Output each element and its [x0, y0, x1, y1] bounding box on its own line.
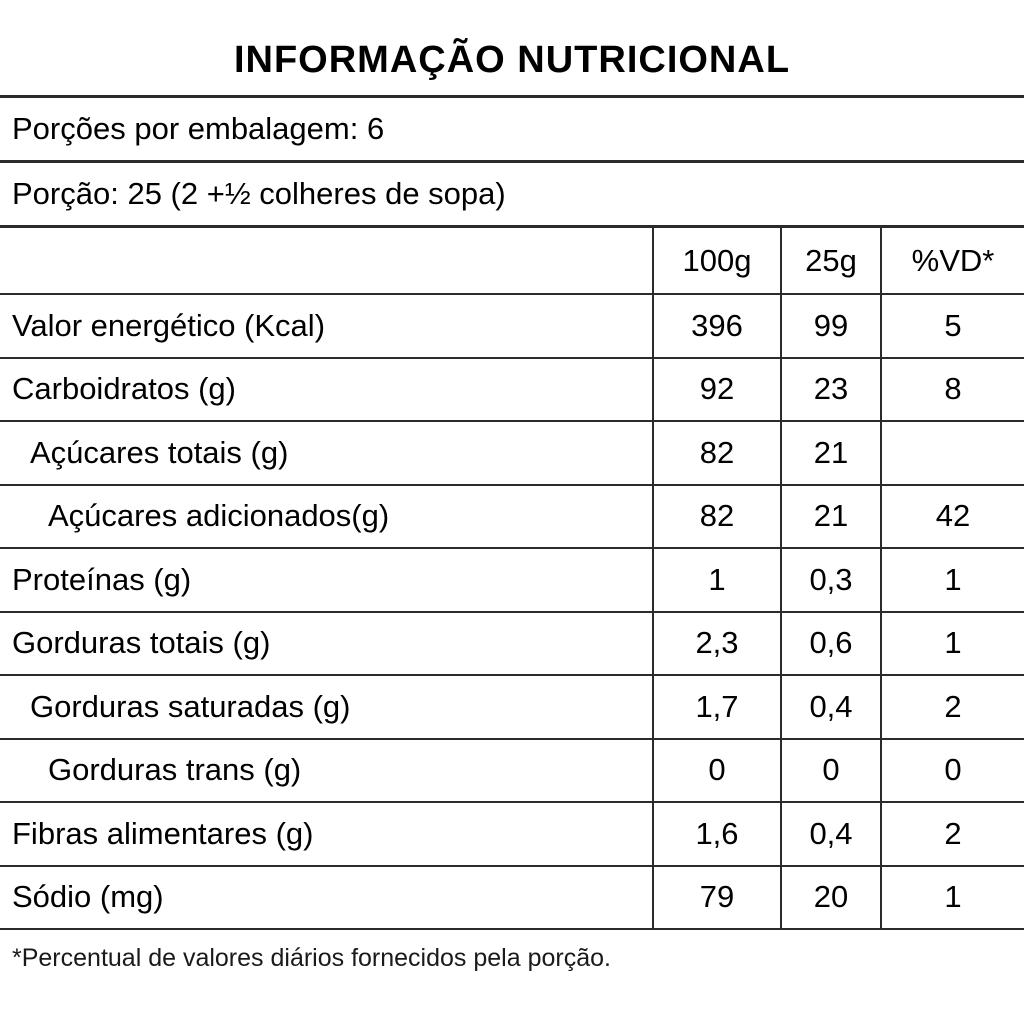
- row-label: Valor energético (Kcal): [12, 307, 326, 343]
- value-100g: 1,7: [652, 676, 780, 738]
- value-25g: 21: [780, 485, 880, 547]
- value-25g: 23: [780, 358, 880, 420]
- value-vd: 2: [880, 676, 1024, 738]
- value-vd: 42: [880, 485, 1024, 547]
- table-row: Açúcares adicionados(g) 82 21 42: [0, 485, 1024, 549]
- value-25g: 0,4: [780, 803, 880, 865]
- table-row: Proteínas (g) 1 0,3 1: [0, 549, 1024, 613]
- row-label: Carboidratos (g): [12, 371, 236, 407]
- header-spacer: [0, 228, 652, 293]
- row-label: Gorduras trans (g): [48, 752, 302, 788]
- page-title: INFORMAÇÃO NUTRICIONAL: [233, 39, 791, 81]
- servings-per-package: Porções por embalagem: 6: [0, 98, 1024, 163]
- value-vd: 1: [880, 866, 1024, 928]
- value-25g: 0,3: [780, 549, 880, 611]
- row-label: Fibras alimentares (g): [12, 815, 314, 851]
- value-100g: 2,3: [652, 612, 780, 674]
- value-100g: 92: [652, 358, 780, 420]
- row-label: Proteínas (g): [12, 561, 192, 597]
- value-vd: 1: [880, 612, 1024, 674]
- value-100g: 82: [652, 422, 780, 484]
- row-label: Açúcares adicionados(g): [48, 498, 390, 534]
- footnote: *Percentual de valores diários fornecido…: [12, 944, 611, 972]
- table-row: Gorduras saturadas (g) 1,7 0,4 2: [0, 676, 1024, 740]
- row-label: Sódio (mg): [12, 879, 164, 915]
- value-25g: 21: [780, 422, 880, 484]
- row-label: Gorduras saturadas (g): [30, 688, 351, 724]
- value-vd: 1: [880, 549, 1024, 611]
- table-row: Açúcares totais (g) 82 21: [0, 422, 1024, 486]
- table-row: Carboidratos (g) 92 23 8: [0, 358, 1024, 422]
- value-vd: 0: [880, 739, 1024, 801]
- portion-size: Porção: 25 (2 +½ colheres de sopa): [0, 163, 1024, 228]
- column-header-25g: 25g: [780, 228, 880, 293]
- value-100g: 396: [652, 295, 780, 357]
- table-header-row: 100g 25g %VD*: [0, 228, 1024, 295]
- value-100g: 0: [652, 739, 780, 801]
- value-vd: [880, 422, 1024, 484]
- value-100g: 1: [652, 549, 780, 611]
- table-row: Gorduras trans (g) 0 0 0: [0, 739, 1024, 803]
- value-vd: 5: [880, 295, 1024, 357]
- title-block: INFORMAÇÃO NUTRICIONAL: [0, 0, 1024, 98]
- value-100g: 1,6: [652, 803, 780, 865]
- table-row: Sódio (mg) 79 20 1: [0, 866, 1024, 930]
- value-25g: 0,6: [780, 612, 880, 674]
- column-header-vd: %VD*: [880, 228, 1024, 293]
- value-25g: 0,4: [780, 676, 880, 738]
- value-vd: 8: [880, 358, 1024, 420]
- table-row: Gorduras totais (g) 2,3 0,6 1: [0, 612, 1024, 676]
- row-label: Açúcares totais (g): [30, 434, 289, 470]
- value-25g: 0: [780, 739, 880, 801]
- value-100g: 82: [652, 485, 780, 547]
- value-25g: 99: [780, 295, 880, 357]
- value-25g: 20: [780, 866, 880, 928]
- value-100g: 79: [652, 866, 780, 928]
- column-header-100g: 100g: [652, 228, 780, 293]
- table-row: Valor energético (Kcal) 396 99 5: [0, 295, 1024, 359]
- row-label: Gorduras totais (g): [12, 625, 271, 661]
- table-row: Fibras alimentares (g) 1,6 0,4 2: [0, 803, 1024, 867]
- value-vd: 2: [880, 803, 1024, 865]
